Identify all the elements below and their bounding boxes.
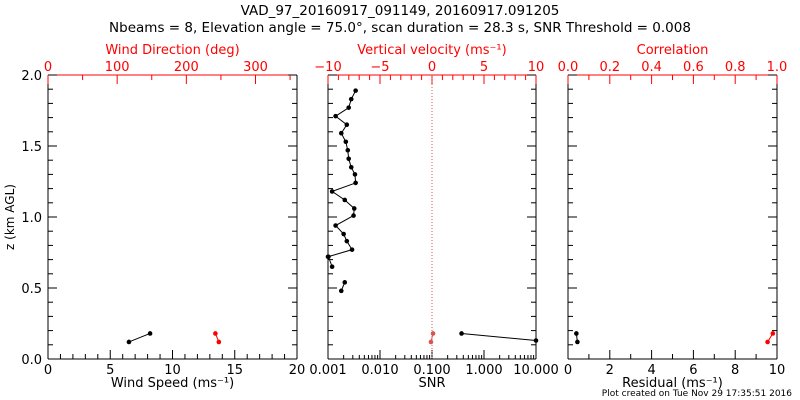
middle-x-bottom-tick-label: 0.001 [309,363,346,378]
middle-x-bottom-tick-label: 1.000 [465,363,502,378]
middle-x-bottom-tick-label: 10.000 [513,363,559,378]
middle-series-3-point [329,189,335,194]
middle-series-3-line [327,90,357,258]
right-series-1-point [765,339,770,345]
right-x-top-tick-label: 0.8 [725,60,746,75]
middle-x-top-tick-label: 10 [528,60,545,75]
middle-series-4-point [428,339,434,345]
left-x-top-tick-label: 200 [174,60,199,75]
left-x-top-axis-label: Wind Direction (deg) [105,43,239,58]
right-x-top-axis-label: Correlation [637,43,709,58]
middle-series-0-point [533,338,539,343]
left-x-bottom-tick-label: 5 [106,363,114,378]
right-x-bottom-tick-label: 6 [689,363,697,378]
left-x-top-tick-label: 300 [243,60,268,75]
middle-series-1-point [338,288,344,294]
left-series-1-point [213,331,218,336]
middle-series-3-point [333,113,338,119]
middle-series-4-point [430,331,436,336]
right-x-bottom-tick-label: 0 [564,363,572,378]
right-series-0-point [574,331,579,336]
right-x-bottom-tick-label: 10 [769,363,786,378]
plot-created-footer: Plot created on Tue Nov 29 17:35:51 2016 [601,389,792,399]
right-x-top-tick-label: 0.4 [641,60,662,75]
middle-x-bottom-tick-label: 0.100 [413,363,450,378]
middle-series-3-point [345,147,351,153]
right-x-top-tick-label: 1.0 [767,60,788,75]
middle-series-3-point [351,206,357,211]
right-series-0-point [575,339,580,345]
left-series-1-point [216,339,222,345]
middle-x-top-tick-label: −10 [314,60,341,75]
middle-series-3-point [325,254,331,260]
middle-series-3-point [344,122,350,127]
middle-series-3-point [346,105,351,110]
left-x-bottom-axis-label: Wind Speed (ms⁻¹) [111,376,234,391]
right-x-bottom-axis-label: Residual (ms⁻¹) [622,376,723,391]
middle-series-3-point [351,213,356,218]
y-tick-label: 1.0 [21,211,42,226]
middle-x-top-axis-label: Vertical velocity (ms⁻¹) [357,43,506,58]
left-x-bottom-tick-label: 10 [164,363,181,378]
middle-series-3-point [338,130,344,136]
middle-x-top-tick-label: 5 [480,60,488,75]
middle-series-3-point [352,172,358,177]
middle-series-3-point [333,223,338,228]
right-x-bottom-tick-label: 2 [606,363,614,378]
middle-series-3-point [349,247,355,252]
left-x-bottom-tick-label: 20 [289,363,306,378]
middle-series-2-point [329,264,335,270]
right-x-bottom-tick-label: 4 [647,363,655,378]
left-x-top-tick-label: 100 [105,60,130,75]
y-tick-label: 0.0 [21,353,42,368]
middle-series-3-point [342,197,348,203]
right-series-1-point [770,331,776,336]
right-x-bottom-tick-label: 8 [731,363,739,378]
left-series-0-point [147,331,153,336]
middle-series-3-point [346,156,351,162]
middle-series-0-point [459,331,464,336]
middle-x-bottom-axis-label: SNR [418,376,445,391]
middle-series-1-point [342,280,348,285]
middle-series-3-point [343,139,349,145]
left-series-0-point [126,339,132,345]
middle-series-3-point [348,165,354,170]
y-tick-label: 2.0 [21,69,42,84]
left-x-bottom-tick-label: 0 [44,363,52,378]
middle-x-top-tick-label: −5 [370,60,389,75]
middle-series-3-point [344,238,350,244]
y-tick-label: 1.5 [21,140,42,155]
right-x-top-tick-label: 0.0 [558,60,579,75]
chart-title: VAD_97_20160917_091149, 20160917.091205 [240,3,560,19]
chart-subtitle: Nbeams = 8, Elevation angle = 75.0°, sca… [109,20,691,36]
middle-series-3-point [353,88,358,93]
middle-series-3-point [341,231,346,237]
middle-series-0-line [461,332,537,342]
left-series-0-line [128,332,151,343]
left-x-top-tick-label: 0 [44,60,52,75]
y-axis-label: z (km AGL) [3,184,17,250]
middle-x-bottom-tick-label: 0.010 [361,363,398,378]
y-tick-label: 0.5 [21,282,42,297]
left-x-bottom-tick-label: 15 [226,363,243,378]
right-x-top-tick-label: 0.6 [683,60,704,75]
middle-series-3-point [353,180,358,186]
right-x-top-tick-label: 0.2 [599,60,620,75]
middle-series-3-point [348,96,354,102]
middle-x-top-tick-label: 0 [428,60,436,75]
